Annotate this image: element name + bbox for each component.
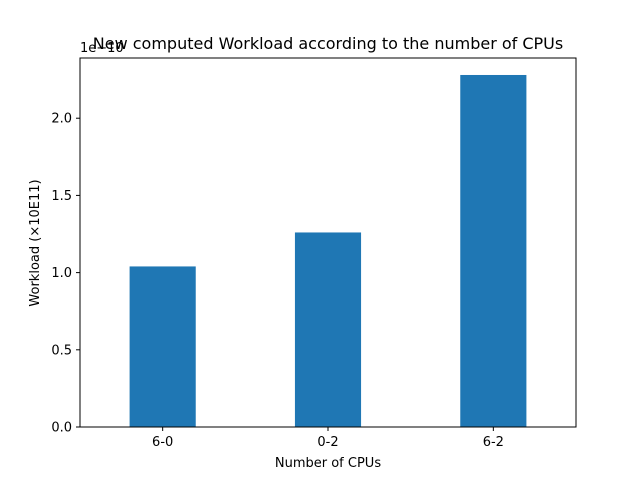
bar-6-0: [129, 266, 196, 427]
y-axis-label: Workload (×10E11): [28, 179, 43, 306]
y-tick-label: 2.0: [51, 112, 72, 127]
y-axis: 0.0 0.5 1.0 1.5 2.0: [51, 112, 80, 436]
y-tick-label: 1.0: [51, 266, 72, 281]
y-tick-label: 0.5: [51, 343, 72, 358]
bars-group: [129, 74, 527, 427]
bar-6-2: [460, 74, 527, 427]
y-offset-label: 1e−10: [80, 41, 124, 56]
x-axis-label: Number of CPUs: [275, 456, 381, 471]
plot-frame: [79, 57, 577, 428]
y-tick-label: 1.5: [51, 189, 72, 204]
x-axis: 6-0 0-2 6-2: [152, 427, 504, 450]
x-tick-label: 6-2: [483, 435, 504, 450]
bar-0-2: [294, 232, 362, 427]
x-tick-label: 6-0: [152, 435, 173, 450]
y-tick-label: 0.0: [51, 421, 72, 436]
chart-title: New computed Workload according to the n…: [93, 34, 563, 53]
x-tick-label: 0-2: [317, 435, 338, 450]
